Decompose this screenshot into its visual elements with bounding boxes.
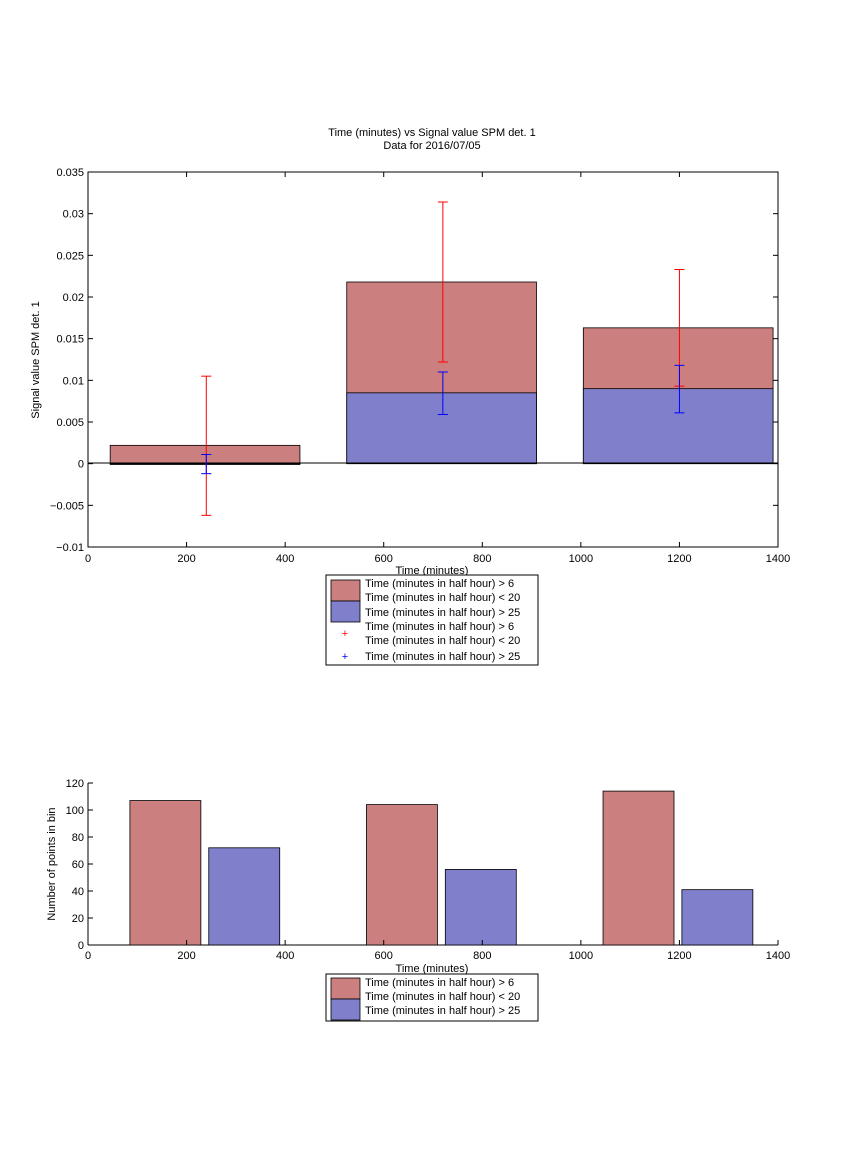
- y-tick-label: 60: [72, 859, 84, 871]
- legend-marker-red: +: [342, 628, 348, 640]
- x-tick-label: 1400: [766, 553, 790, 565]
- y-tick-label: 20: [72, 913, 84, 925]
- bottom-legend: Time (minutes in half hour) > 6 Time (mi…: [325, 973, 539, 1022]
- x-tick-label: 200: [177, 553, 195, 565]
- legend-swatch-blue: [330, 600, 361, 623]
- y-tick-label: 100: [66, 805, 84, 817]
- legend-swatch-red: [330, 579, 361, 602]
- top-bar: [582, 388, 774, 465]
- top-bar: [109, 463, 301, 465]
- x-tick-label: 1200: [667, 950, 691, 962]
- legend-entry: Time (minutes in half hour) < 20: [365, 592, 520, 604]
- top-x-axis-label: Time (minutes): [396, 565, 469, 577]
- legend-entry: Time (minutes in half hour) > 6: [365, 578, 514, 590]
- top-plot-frame: [87, 171, 779, 548]
- count-bar: [602, 790, 675, 946]
- x-tick-label: 1000: [569, 950, 593, 962]
- y-tick-label: 0.005: [56, 417, 84, 429]
- legend-entry: Time (minutes in half hour) > 25: [365, 1005, 520, 1017]
- chart-subtitle: Data for 2016/07/05: [383, 140, 480, 152]
- x-tick-label: 400: [276, 553, 294, 565]
- y-tick-label: 0.035: [56, 167, 84, 179]
- y-tick-label: 120: [66, 778, 84, 790]
- legend-marker-blue: +: [342, 651, 348, 663]
- legend-entry: Time (minutes in half hour) > 6: [365, 977, 514, 989]
- y-tick-label: 0: [78, 459, 84, 471]
- y-tick-label: −0.005: [50, 500, 84, 512]
- top-legend-box: [325, 574, 539, 666]
- legend-entry: Time (minutes in half hour) > 25: [365, 607, 520, 619]
- x-tick-label: 600: [375, 553, 393, 565]
- count-bar: [366, 804, 438, 946]
- legend-entry: Time (minutes in half hour) < 20: [365, 991, 520, 1003]
- x-tick-label: 400: [276, 950, 294, 962]
- top-plot-area: 0 200 400 600 800 1000 1200 1400 −0.01 −0.005 0 0.…: [50, 167, 790, 565]
- y-tick-label: 0.015: [56, 334, 84, 346]
- x-tick-label: 800: [473, 553, 491, 565]
- bottom-legend-box: [325, 973, 539, 1022]
- y-tick-label: 0: [78, 940, 84, 952]
- x-tick-label: 200: [177, 950, 195, 962]
- x-tick-label: 1200: [667, 553, 691, 565]
- top-y-axis-label: Signal value SPM det. 1: [30, 301, 42, 418]
- chart-title: Time (minutes) vs Signal value SPM det. …: [328, 127, 535, 139]
- x-tick-label: 0: [85, 950, 91, 962]
- bottom-x-axis-label: Time (minutes): [396, 963, 469, 975]
- legend-entry: Time (minutes in half hour) > 25: [365, 651, 520, 663]
- x-tick-label: 800: [473, 950, 491, 962]
- count-bar: [208, 847, 281, 946]
- y-tick-label: −0.01: [56, 542, 84, 554]
- y-tick-label: 0.025: [56, 250, 84, 262]
- x-tick-label: 1000: [569, 553, 593, 565]
- x-tick-label: 600: [375, 950, 393, 962]
- count-bar: [444, 869, 517, 946]
- bottom-y-axis-label: Number of points in bin: [46, 807, 58, 920]
- top-bar: [346, 392, 537, 465]
- x-tick-label: 1400: [766, 950, 790, 962]
- count-bar: [129, 800, 202, 946]
- x-tick-label: 0: [85, 553, 91, 565]
- top-legend: Time (minutes in half hour) > 6 Time (mi…: [325, 574, 539, 666]
- legend-swatch-red: [330, 977, 361, 1000]
- legend-swatch-blue: [330, 998, 361, 1021]
- y-tick-label: 0.02: [63, 292, 84, 304]
- y-tick-label: 0.01: [63, 375, 84, 387]
- count-bar: [681, 889, 754, 946]
- legend-entry: Time (minutes in half hour) < 20: [365, 635, 520, 647]
- legend-entry: Time (minutes in half hour) > 6: [365, 621, 514, 633]
- bottom-plot-area: 0 200 400 600 800 1000 1200 1400 0 20 40 60 80 100 12…: [66, 778, 791, 962]
- y-tick-label: 0.03: [63, 209, 84, 221]
- y-tick-label: 40: [72, 886, 84, 898]
- y-tick-label: 80: [72, 832, 84, 844]
